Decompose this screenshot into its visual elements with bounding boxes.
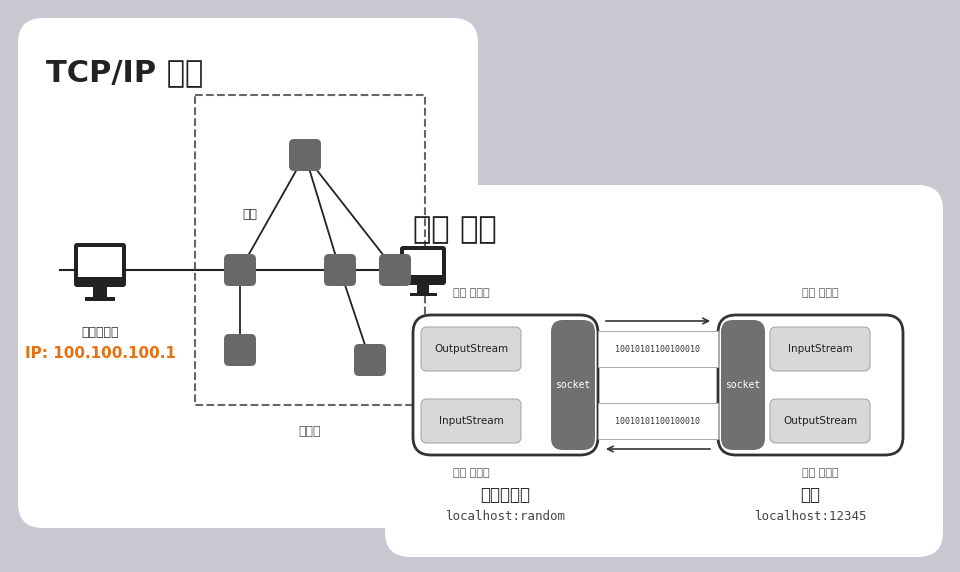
Bar [417,284,429,293]
Text: localhost:12345: localhost:12345 [754,510,866,523]
Text: 출력 스트림: 출력 스트림 [802,468,838,478]
FancyBboxPatch shape [74,243,126,287]
FancyBboxPatch shape [413,315,598,455]
FancyBboxPatch shape [289,139,321,171]
Text: 출력 스트림: 출력 스트림 [453,288,490,298]
Text: OutputStream: OutputStream [434,344,508,354]
Text: 클라이언트: 클라이언트 [82,327,119,340]
Text: 소켓 통신: 소켓 통신 [413,216,496,244]
Bar [598,331,718,367]
FancyBboxPatch shape [400,246,446,285]
FancyBboxPatch shape [379,254,411,286]
FancyBboxPatch shape [421,327,521,371]
Text: IP: 100.100.100.1: IP: 100.100.100.1 [25,345,176,360]
FancyBboxPatch shape [324,254,356,286]
Text: InputStream: InputStream [787,344,852,354]
Text: socket: socket [556,380,590,390]
Bar [85,297,115,301]
Bar [410,293,437,296]
FancyBboxPatch shape [770,327,870,371]
Text: 10010101100100010: 10010101100100010 [615,416,701,426]
FancyBboxPatch shape [770,399,870,443]
Bar [598,403,718,439]
Bar [93,287,107,297]
Text: OutputStream: OutputStream [783,416,857,426]
Text: InputStream: InputStream [439,416,503,426]
Bar [195,95,425,405]
Text: 입력 스트림: 입력 스트림 [802,288,838,298]
FancyBboxPatch shape [354,344,386,376]
Text: TCP/IP 이론: TCP/IP 이론 [46,58,204,88]
Bar [78,247,122,277]
FancyBboxPatch shape [551,320,595,450]
FancyBboxPatch shape [718,315,903,455]
Text: 클라이언트: 클라이언트 [480,486,530,504]
FancyBboxPatch shape [18,18,478,528]
FancyBboxPatch shape [224,334,256,366]
FancyBboxPatch shape [385,185,943,557]
Text: 입력 스트림: 입력 스트림 [453,468,490,478]
FancyBboxPatch shape [421,399,521,443]
Text: socket: socket [726,380,760,390]
Text: 인터넷: 인터넷 [299,425,322,438]
Text: 서버: 서버 [800,486,820,504]
Bar [404,250,442,275]
FancyBboxPatch shape [721,320,765,450]
FancyBboxPatch shape [224,254,256,286]
Text: 10010101100100010: 10010101100100010 [615,344,701,353]
Text: localhost:random: localhost:random [445,510,565,523]
Text: 노드: 노드 [243,209,257,221]
